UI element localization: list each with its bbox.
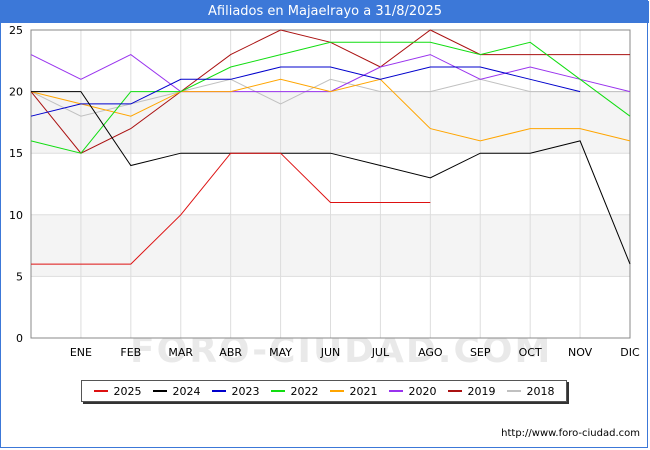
- legend-swatch: [270, 390, 285, 392]
- legend-item-2025: 2025: [93, 384, 142, 398]
- x-tick-label: ABR: [219, 346, 242, 359]
- y-tick-label: 20: [9, 86, 23, 99]
- x-tick-label: JUL: [371, 346, 390, 359]
- series-line-2025: [31, 152, 431, 265]
- y-tick-label: 10: [9, 209, 23, 222]
- x-tick-label: AGO: [418, 346, 443, 359]
- legend: 2025 2024 2023 2022 2021 2020 2019 2018: [81, 380, 567, 402]
- legend-swatch: [506, 390, 521, 392]
- x-tick-label: ENE: [70, 346, 92, 359]
- source-link[interactable]: http://www.foro-ciudad.com: [501, 428, 640, 439]
- legend-label: 2018: [526, 384, 555, 398]
- y-tick-label: 5: [16, 270, 23, 283]
- x-tick-label: NOV: [568, 346, 593, 359]
- legend-swatch: [93, 390, 108, 392]
- x-tick-label: MAY: [269, 346, 292, 359]
- legend-label: 2019: [467, 384, 496, 398]
- y-tick-label: 0: [16, 332, 23, 345]
- legend-swatch: [152, 390, 167, 392]
- plot-border: [30, 29, 631, 339]
- series-line-2021: [30, 78, 631, 142]
- legend-item-2023: 2023: [211, 384, 260, 398]
- legend-swatch: [329, 390, 344, 392]
- x-tick-label: FEB: [120, 346, 141, 359]
- legend-item-2018: 2018: [506, 384, 555, 398]
- y-tick-label: 15: [9, 147, 23, 160]
- x-tick-label: SEP: [470, 346, 491, 359]
- legend-label: 2021: [349, 384, 378, 398]
- y-tick-label: 25: [9, 24, 23, 37]
- x-tick-label: JUN: [320, 346, 341, 359]
- chart-title: Afiliados en Majaelrayo a 31/8/2025: [1, 1, 649, 23]
- legend-label: 2020: [408, 384, 437, 398]
- x-tick-label: DIC: [620, 346, 640, 359]
- series-line-2022: [30, 41, 631, 154]
- legend-item-2022: 2022: [270, 384, 319, 398]
- legend-label: 2022: [290, 384, 319, 398]
- legend-item-2019: 2019: [447, 384, 496, 398]
- legend-label: 2023: [231, 384, 260, 398]
- legend-item-2024: 2024: [152, 384, 201, 398]
- legend-label: 2025: [113, 384, 142, 398]
- x-tick-label: MAR: [168, 346, 193, 359]
- legend-swatch: [447, 390, 462, 392]
- series-line-2024: [31, 91, 631, 265]
- legend-swatch: [388, 390, 403, 392]
- legend-item-2020: 2020: [388, 384, 437, 398]
- legend-swatch: [211, 390, 226, 392]
- x-tick-label: OCT: [519, 346, 542, 359]
- legend-item-2021: 2021: [329, 384, 378, 398]
- legend-label: 2024: [172, 384, 201, 398]
- series-line-2023: [30, 66, 581, 117]
